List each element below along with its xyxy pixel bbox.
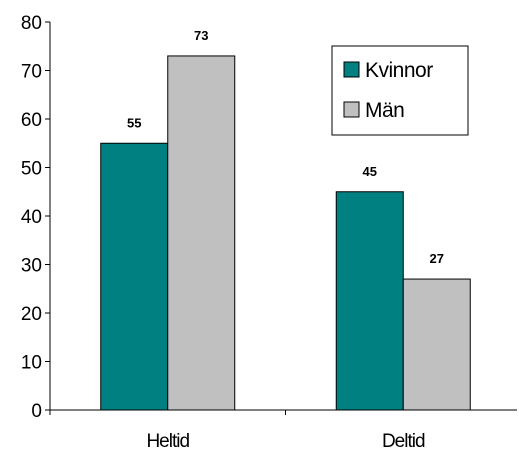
- data-label: 55: [127, 115, 141, 130]
- x-category-label: Deltid: [382, 431, 425, 450]
- data-label: 45: [363, 164, 377, 179]
- legend-swatch: [343, 101, 360, 118]
- legend-label: Kvinnor: [365, 59, 433, 82]
- y-tick-label: 70: [21, 62, 42, 83]
- y-axis: 0 10 20 30 40 50 60 70 80: [21, 13, 51, 422]
- y-tick-label: 40: [21, 207, 42, 228]
- legend-swatch: [343, 61, 360, 78]
- y-tick-label: 30: [21, 256, 42, 277]
- data-labels: 55 73 45 27: [127, 28, 444, 266]
- legend-label: Män: [365, 99, 404, 122]
- x-category-label: Heltid: [146, 431, 189, 450]
- data-label: 27: [430, 251, 444, 266]
- x-axis: Heltid Deltid: [49, 409, 517, 450]
- y-tick-label: 50: [21, 159, 42, 180]
- bar-m-n-deltid: [402, 278, 471, 411]
- y-tick-label: 60: [21, 110, 42, 131]
- y-tick-label: 20: [21, 304, 42, 325]
- bar-kvinnor-deltid: [335, 191, 404, 411]
- y-tick-label: 0: [31, 401, 42, 422]
- bar-kvinnor-heltid: [100, 142, 169, 411]
- bar-m-n-heltid: [167, 55, 236, 411]
- legend: Kvinnor Män: [331, 45, 469, 136]
- data-label: 73: [194, 28, 208, 43]
- legend-box: [331, 45, 469, 136]
- bars: [100, 55, 471, 411]
- y-tick-label: 80: [21, 13, 42, 34]
- y-tick-label: 10: [21, 353, 42, 374]
